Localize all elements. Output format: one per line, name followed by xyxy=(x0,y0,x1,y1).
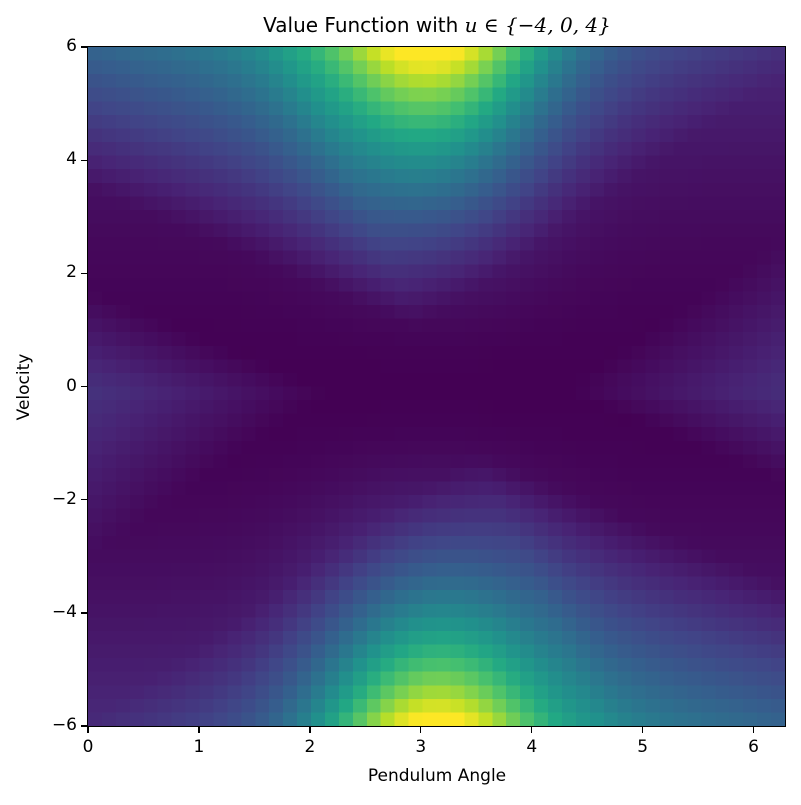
y-tick-mark xyxy=(81,159,87,161)
x-tick-mark xyxy=(87,727,89,733)
x-tick-mark xyxy=(531,727,533,733)
x-tick-mark xyxy=(642,727,644,733)
y-tick-mark xyxy=(81,272,87,275)
x-axis-label: Pendulum Angle xyxy=(367,766,507,786)
y-tick-label: 0 xyxy=(66,375,77,396)
x-tick-label: 2 xyxy=(304,737,316,757)
title-math: u ∈ {−4, 0, 4} xyxy=(464,13,611,37)
x-tick-label: 1 xyxy=(193,737,205,757)
y-tick-label: −6 xyxy=(51,715,77,735)
x-tick-label: 5 xyxy=(637,737,649,757)
y-axis-label: Velocity xyxy=(14,353,34,421)
y-tick-label: 2 xyxy=(66,262,77,283)
y-tick-mark xyxy=(81,499,87,501)
x-tick-label: 6 xyxy=(748,737,759,757)
title-text: Value Function with xyxy=(263,13,465,37)
heatmap-plot-area xyxy=(87,46,786,727)
y-tick-mark xyxy=(81,385,87,388)
x-tick-mark xyxy=(309,727,311,733)
x-tick-label: 4 xyxy=(526,737,538,757)
chart-title: Value Function with u ∈ {−4, 0, 4} xyxy=(88,12,786,38)
heatmap-canvas xyxy=(88,47,785,726)
y-tick-label: 6 xyxy=(66,36,77,56)
x-tick-mark xyxy=(420,727,422,733)
y-tick-mark xyxy=(81,612,87,614)
y-tick-mark xyxy=(81,46,87,48)
x-tick-mark xyxy=(753,727,755,733)
y-tick-label: 4 xyxy=(66,149,77,170)
x-tick-label: 3 xyxy=(415,737,427,757)
y-tick-label: −4 xyxy=(51,601,77,622)
y-tick-label: −2 xyxy=(51,488,77,509)
y-tick-mark xyxy=(81,725,87,727)
x-tick-mark xyxy=(198,727,200,733)
x-tick-label: 0 xyxy=(82,737,94,757)
